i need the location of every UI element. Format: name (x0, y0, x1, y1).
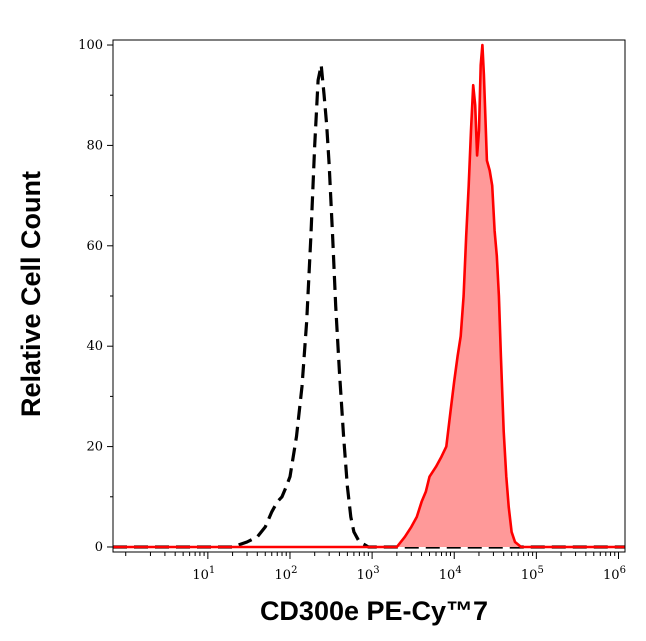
y-axis: 0 20 40 60 80 100 (78, 38, 113, 555)
x-tick-label: 102 (275, 565, 298, 583)
y-axis-title: Relative Cell Count (16, 171, 46, 417)
series-layer (113, 43, 625, 549)
series-0-line (113, 63, 625, 549)
y-tick-label: 100 (78, 38, 103, 53)
x-axis: 101 102 103 104 105 106 (125, 552, 626, 583)
x-axis-title: CD300e PE-Cy™7 (260, 596, 488, 626)
y-tick-label: 80 (86, 138, 103, 153)
series-1-fill (113, 45, 625, 547)
x-tick-label: 105 (521, 565, 544, 583)
y-tick-label: 20 (86, 440, 103, 455)
plot-frame (112, 39, 626, 553)
x-tick-label: 103 (357, 565, 380, 583)
series-1-line (113, 43, 625, 549)
x-tick-label: 106 (603, 565, 626, 583)
x-tick-label: 104 (439, 565, 462, 583)
x-tick-label: 101 (192, 565, 215, 583)
y-tick-label: 0 (95, 540, 103, 555)
y-tick-label: 40 (86, 339, 103, 354)
y-tick-label: 60 (86, 239, 103, 254)
